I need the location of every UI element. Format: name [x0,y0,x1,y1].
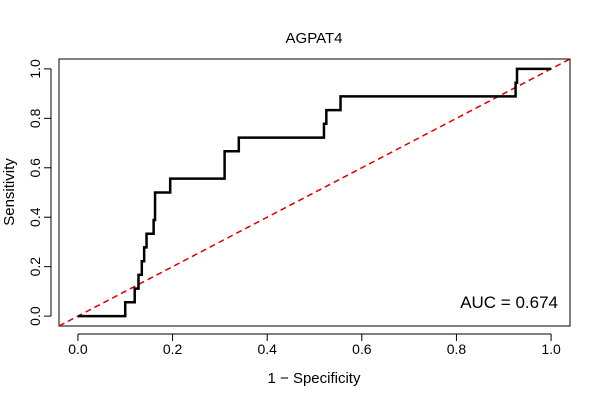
y-tick-label: 1.0 [27,59,43,79]
series-layer [58,58,571,327]
y-tick-label: 0.8 [27,108,43,128]
y-tick-label: 0.0 [27,306,43,326]
x-tick-label: 0.2 [163,341,183,357]
plot-frame [58,58,571,327]
y-axis-label: Sensitivity [1,158,18,226]
y-axis: 0.0 0.2 0.4 0.6 0.8 1.0 [27,59,52,326]
x-tick-label: 0.6 [352,341,372,357]
x-tick-label: 0.8 [447,341,467,357]
y-tick-label: 0.6 [27,158,43,178]
reference-diagonal-line [58,58,571,327]
auc-annotation: AUC = 0.674 [460,293,558,312]
chart-title: AGPAT4 [286,30,343,47]
x-tick-label: 0.4 [257,341,277,357]
y-tick-label: 0.2 [27,257,43,277]
x-tick-label: 1.0 [541,341,561,357]
roc-curve-line [77,67,552,318]
y-tick-label: 0.4 [27,207,43,227]
x-tick-label: 0.0 [68,341,88,357]
x-axis: 0.0 0.2 0.4 0.6 0.8 1.0 [68,333,561,357]
x-axis-label: 1 − Specificity [268,370,361,387]
